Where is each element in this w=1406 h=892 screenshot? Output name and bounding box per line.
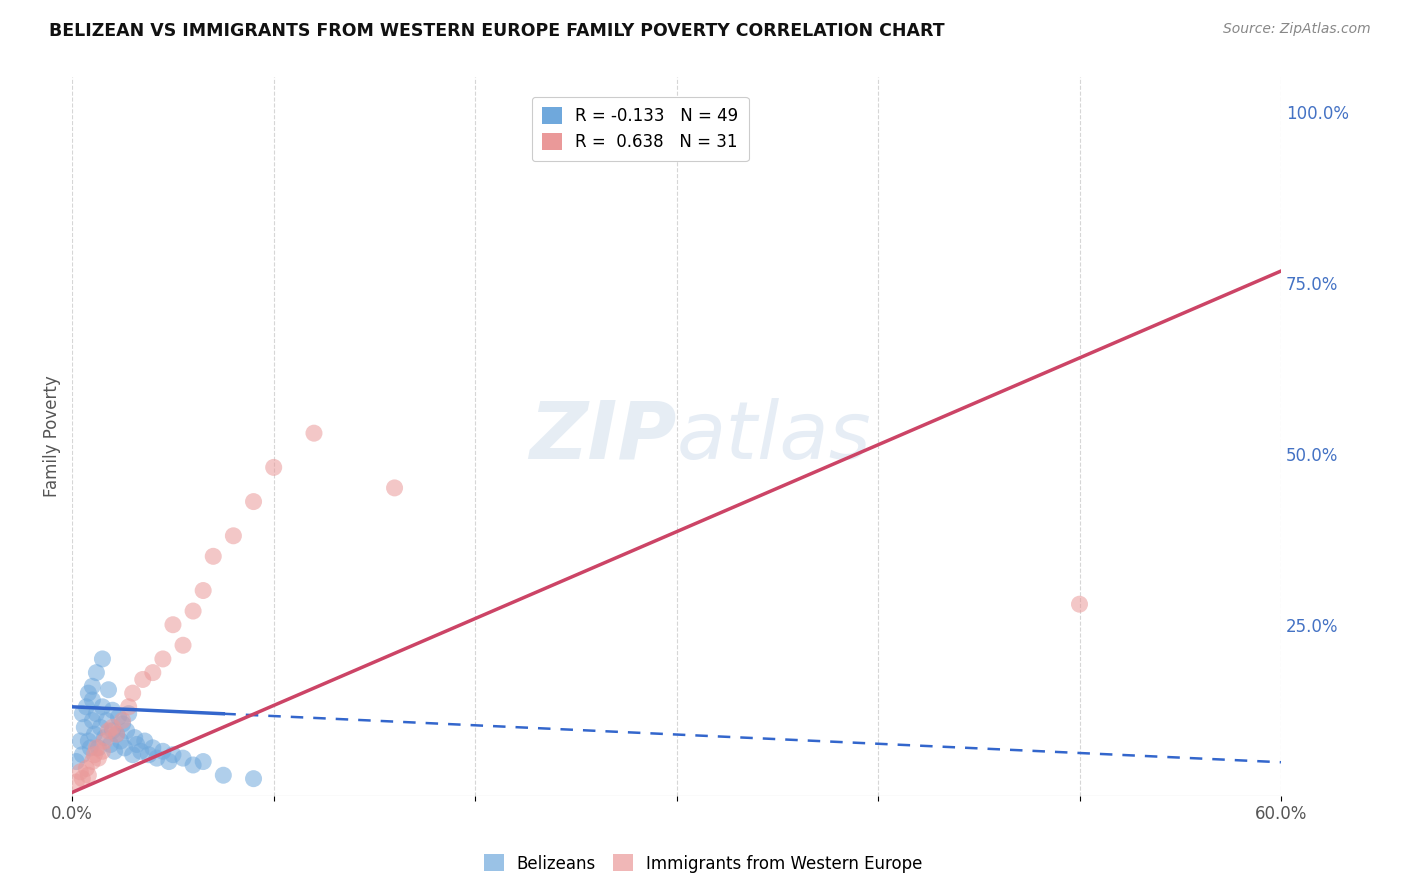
- Point: [65, 755, 87, 769]
- Point: [86, 740, 108, 755]
- Point: [110, 734, 132, 748]
- Point: [132, 673, 155, 687]
- Point: [75, 761, 97, 775]
- Point: [125, 738, 148, 752]
- Point: [202, 549, 225, 564]
- Point: [162, 747, 184, 762]
- Point: [86, 706, 108, 721]
- Point: [193, 755, 215, 769]
- Point: [82, 693, 104, 707]
- Point: [384, 481, 406, 495]
- Point: [114, 740, 136, 755]
- Point: [142, 665, 165, 680]
- Point: [89, 720, 111, 734]
- Point: [263, 460, 285, 475]
- Point: [181, 758, 204, 772]
- Point: [121, 686, 143, 700]
- Text: BELIZEAN VS IMMIGRANTS FROM WESTERN EUROPE FAMILY POVERTY CORRELATION CHART: BELIZEAN VS IMMIGRANTS FROM WESTERN EURO…: [49, 22, 945, 40]
- Point: [193, 583, 215, 598]
- Point: [172, 751, 194, 765]
- Point: [82, 714, 104, 728]
- Point: [242, 494, 264, 508]
- Point: [222, 529, 245, 543]
- Point: [121, 747, 143, 762]
- Point: [107, 710, 129, 724]
- Point: [97, 723, 120, 738]
- Point: [181, 604, 204, 618]
- Point: [302, 426, 325, 441]
- Point: [138, 747, 160, 762]
- Point: [129, 744, 152, 758]
- Point: [105, 727, 128, 741]
- Text: atlas: atlas: [676, 398, 872, 475]
- Point: [86, 665, 108, 680]
- Point: [91, 744, 114, 758]
- Point: [93, 731, 115, 745]
- Point: [87, 740, 110, 755]
- Legend: R = -0.133   N = 49, R =  0.638   N = 31: R = -0.133 N = 49, R = 0.638 N = 31: [531, 96, 748, 161]
- Point: [152, 652, 174, 666]
- Point: [91, 699, 114, 714]
- Point: [73, 720, 96, 734]
- Point: [152, 744, 174, 758]
- Point: [97, 682, 120, 697]
- Point: [142, 740, 165, 755]
- Point: [82, 679, 104, 693]
- Point: [115, 723, 138, 738]
- Point: [111, 714, 134, 728]
- Text: ZIP: ZIP: [529, 398, 676, 475]
- Y-axis label: Family Poverty: Family Poverty: [44, 376, 60, 498]
- Text: Source: ZipAtlas.com: Source: ZipAtlas.com: [1223, 22, 1371, 37]
- Point: [96, 714, 118, 728]
- Point: [111, 717, 134, 731]
- Point: [162, 617, 184, 632]
- Point: [93, 734, 115, 748]
- Point: [146, 751, 169, 765]
- Point: [157, 755, 180, 769]
- Point: [72, 772, 94, 786]
- Point: [82, 755, 104, 769]
- Point: [91, 652, 114, 666]
- Point: [101, 703, 124, 717]
- Point: [1069, 597, 1091, 611]
- Point: [134, 734, 156, 748]
- Point: [79, 740, 101, 755]
- Point: [77, 734, 100, 748]
- Legend: Belizeans, Immigrants from Western Europe: Belizeans, Immigrants from Western Europ…: [477, 847, 929, 880]
- Point: [69, 764, 91, 779]
- Point: [172, 638, 194, 652]
- Point: [65, 775, 87, 789]
- Point: [83, 727, 105, 741]
- Point: [103, 744, 125, 758]
- Point: [72, 747, 94, 762]
- Point: [72, 706, 94, 721]
- Point: [75, 699, 97, 714]
- Point: [77, 768, 100, 782]
- Point: [117, 706, 139, 721]
- Point: [105, 727, 128, 741]
- Point: [101, 720, 124, 734]
- Point: [83, 747, 105, 762]
- Point: [69, 734, 91, 748]
- Point: [77, 686, 100, 700]
- Point: [100, 738, 122, 752]
- Point: [87, 751, 110, 765]
- Point: [212, 768, 235, 782]
- Point: [101, 723, 124, 738]
- Point: [242, 772, 264, 786]
- Point: [124, 731, 146, 745]
- Point: [117, 699, 139, 714]
